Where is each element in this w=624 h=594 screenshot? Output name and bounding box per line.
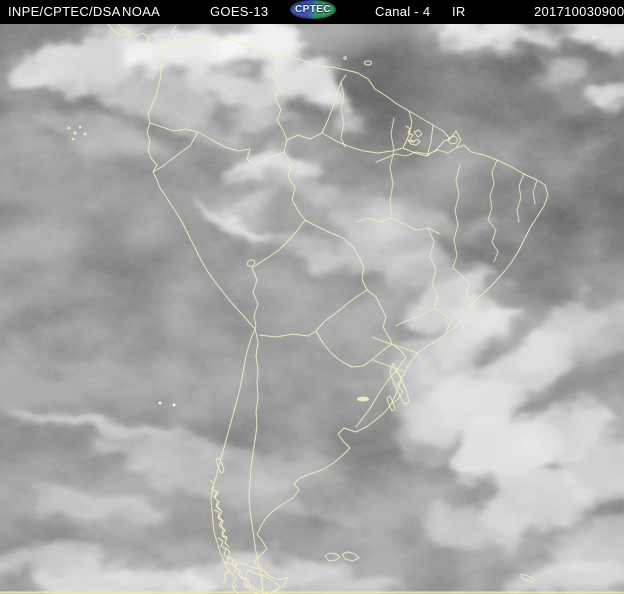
islands: [324, 36, 609, 583]
coastline-east: [107, 24, 549, 594]
agency-label: INPE/CPTEC/DSA: [8, 4, 121, 19]
coastline-west: [146, 25, 256, 594]
border-overlay: [67, 24, 609, 594]
cptec-logo-text: CPTEC: [295, 4, 331, 15]
cptec-logo-icon: CPTEC: [290, 0, 336, 19]
band-label: IR: [452, 4, 466, 19]
amazon-delta: [405, 125, 459, 146]
fjords: [209, 457, 281, 594]
sensor-grain: [0, 24, 624, 594]
galapagos-islands: [67, 125, 87, 141]
network-label: NOAA: [122, 4, 161, 19]
satellite-map: [0, 24, 624, 594]
title-bar: INPE/CPTEC/DSA NOAA GOES-13 CPTEC Canal …: [0, 0, 624, 24]
bright-specks: [158, 401, 176, 407]
channel-label: Canal - 4: [375, 4, 431, 19]
timestamp-label: 201710030900: [534, 4, 624, 19]
country-borders: [149, 49, 451, 594]
state-borders: [340, 81, 538, 373]
bottom-frame-line: [0, 591, 624, 594]
lakes: [246, 259, 410, 412]
satellite-label: GOES-13: [210, 4, 269, 19]
goes13-ir-image: [0, 24, 624, 594]
